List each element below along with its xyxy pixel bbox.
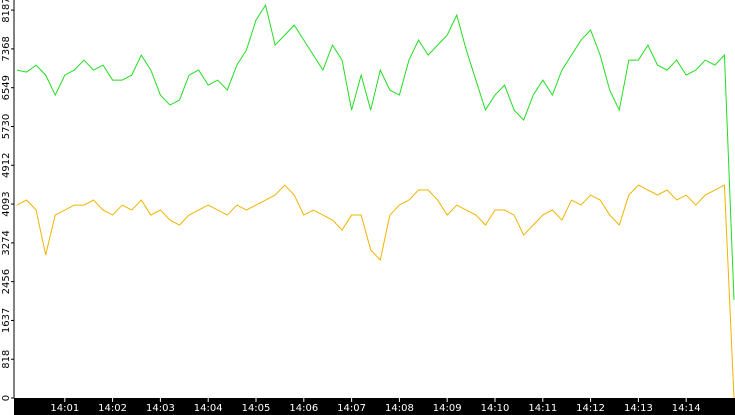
y-tick-label: 6549 <box>1 75 12 100</box>
x-tick-label: 14:06 <box>289 403 318 414</box>
y-tick-label: 8187 <box>1 0 12 23</box>
x-tick-label: 14:10 <box>481 403 510 414</box>
x-axis-band <box>14 398 735 415</box>
x-tick-label: 14:14 <box>672 403 701 414</box>
y-tick-label: 1637 <box>1 308 12 333</box>
y-tick-label: 5730 <box>1 114 12 139</box>
y-tick-label: 4912 <box>1 153 12 178</box>
x-tick-label: 14:05 <box>242 403 271 414</box>
y-tick-label: 818 <box>1 350 12 369</box>
x-tick-label: 14:11 <box>528 403 557 414</box>
x-tick-label: 14:07 <box>337 403 366 414</box>
x-tick-label: 14:04 <box>194 403 223 414</box>
x-tick-label: 14:13 <box>624 403 653 414</box>
y-tick-label: 4093 <box>1 191 12 216</box>
x-tick-label: 14:02 <box>98 403 127 414</box>
y-tick-label: 0 <box>1 395 12 401</box>
y-tick-label: 3274 <box>1 230 12 255</box>
x-tick-label: 14:01 <box>50 403 79 414</box>
x-tick-label: 14:03 <box>146 403 175 414</box>
y-tick-label: 2456 <box>1 269 12 294</box>
x-tick-label: 14:09 <box>433 403 462 414</box>
x-tick-label: 14:12 <box>576 403 605 414</box>
y-tick-label: 7368 <box>1 36 12 61</box>
x-tick-label: 14:08 <box>385 403 414 414</box>
series-line <box>16 3 735 301</box>
series-line <box>16 184 735 399</box>
